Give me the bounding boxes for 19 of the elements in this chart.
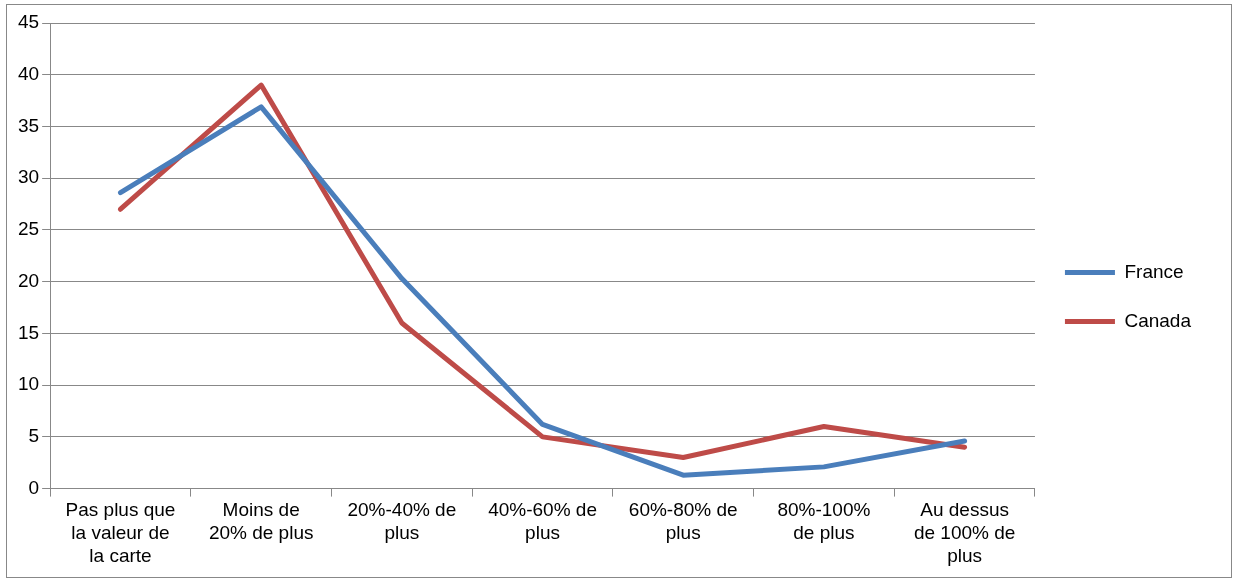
x-tick-label: 60%-80% de plus — [628, 499, 738, 544]
legend-label: France — [1124, 260, 1184, 282]
y-tick-label: 35 — [17, 114, 40, 136]
x-tick-label: 40%-60% de plus — [488, 499, 597, 544]
y-tick-label: 5 — [28, 425, 40, 447]
x-tick-label: Pas plus que la valeur de la carte — [65, 499, 176, 566]
x-tick-label: Moins de 20% de plus — [208, 499, 314, 544]
y-tick-label: 20 — [17, 269, 40, 291]
y-tick-label: 15 — [17, 321, 40, 343]
y-tick-label: 10 — [17, 373, 40, 395]
x-tick-label: 80%-100% de plus — [777, 499, 871, 544]
y-tick-label: 30 — [17, 166, 40, 188]
x-tick-label: Au dessus de 100% de plus — [913, 499, 1016, 566]
y-tick-label: 45 — [17, 11, 40, 33]
y-tick-label: 0 — [28, 476, 40, 498]
legend-label: Canada — [1124, 309, 1192, 331]
x-tick-label: 20%-40% de plus — [347, 499, 457, 544]
y-tick-label: 40 — [17, 62, 40, 84]
y-tick-label: 25 — [17, 218, 40, 240]
